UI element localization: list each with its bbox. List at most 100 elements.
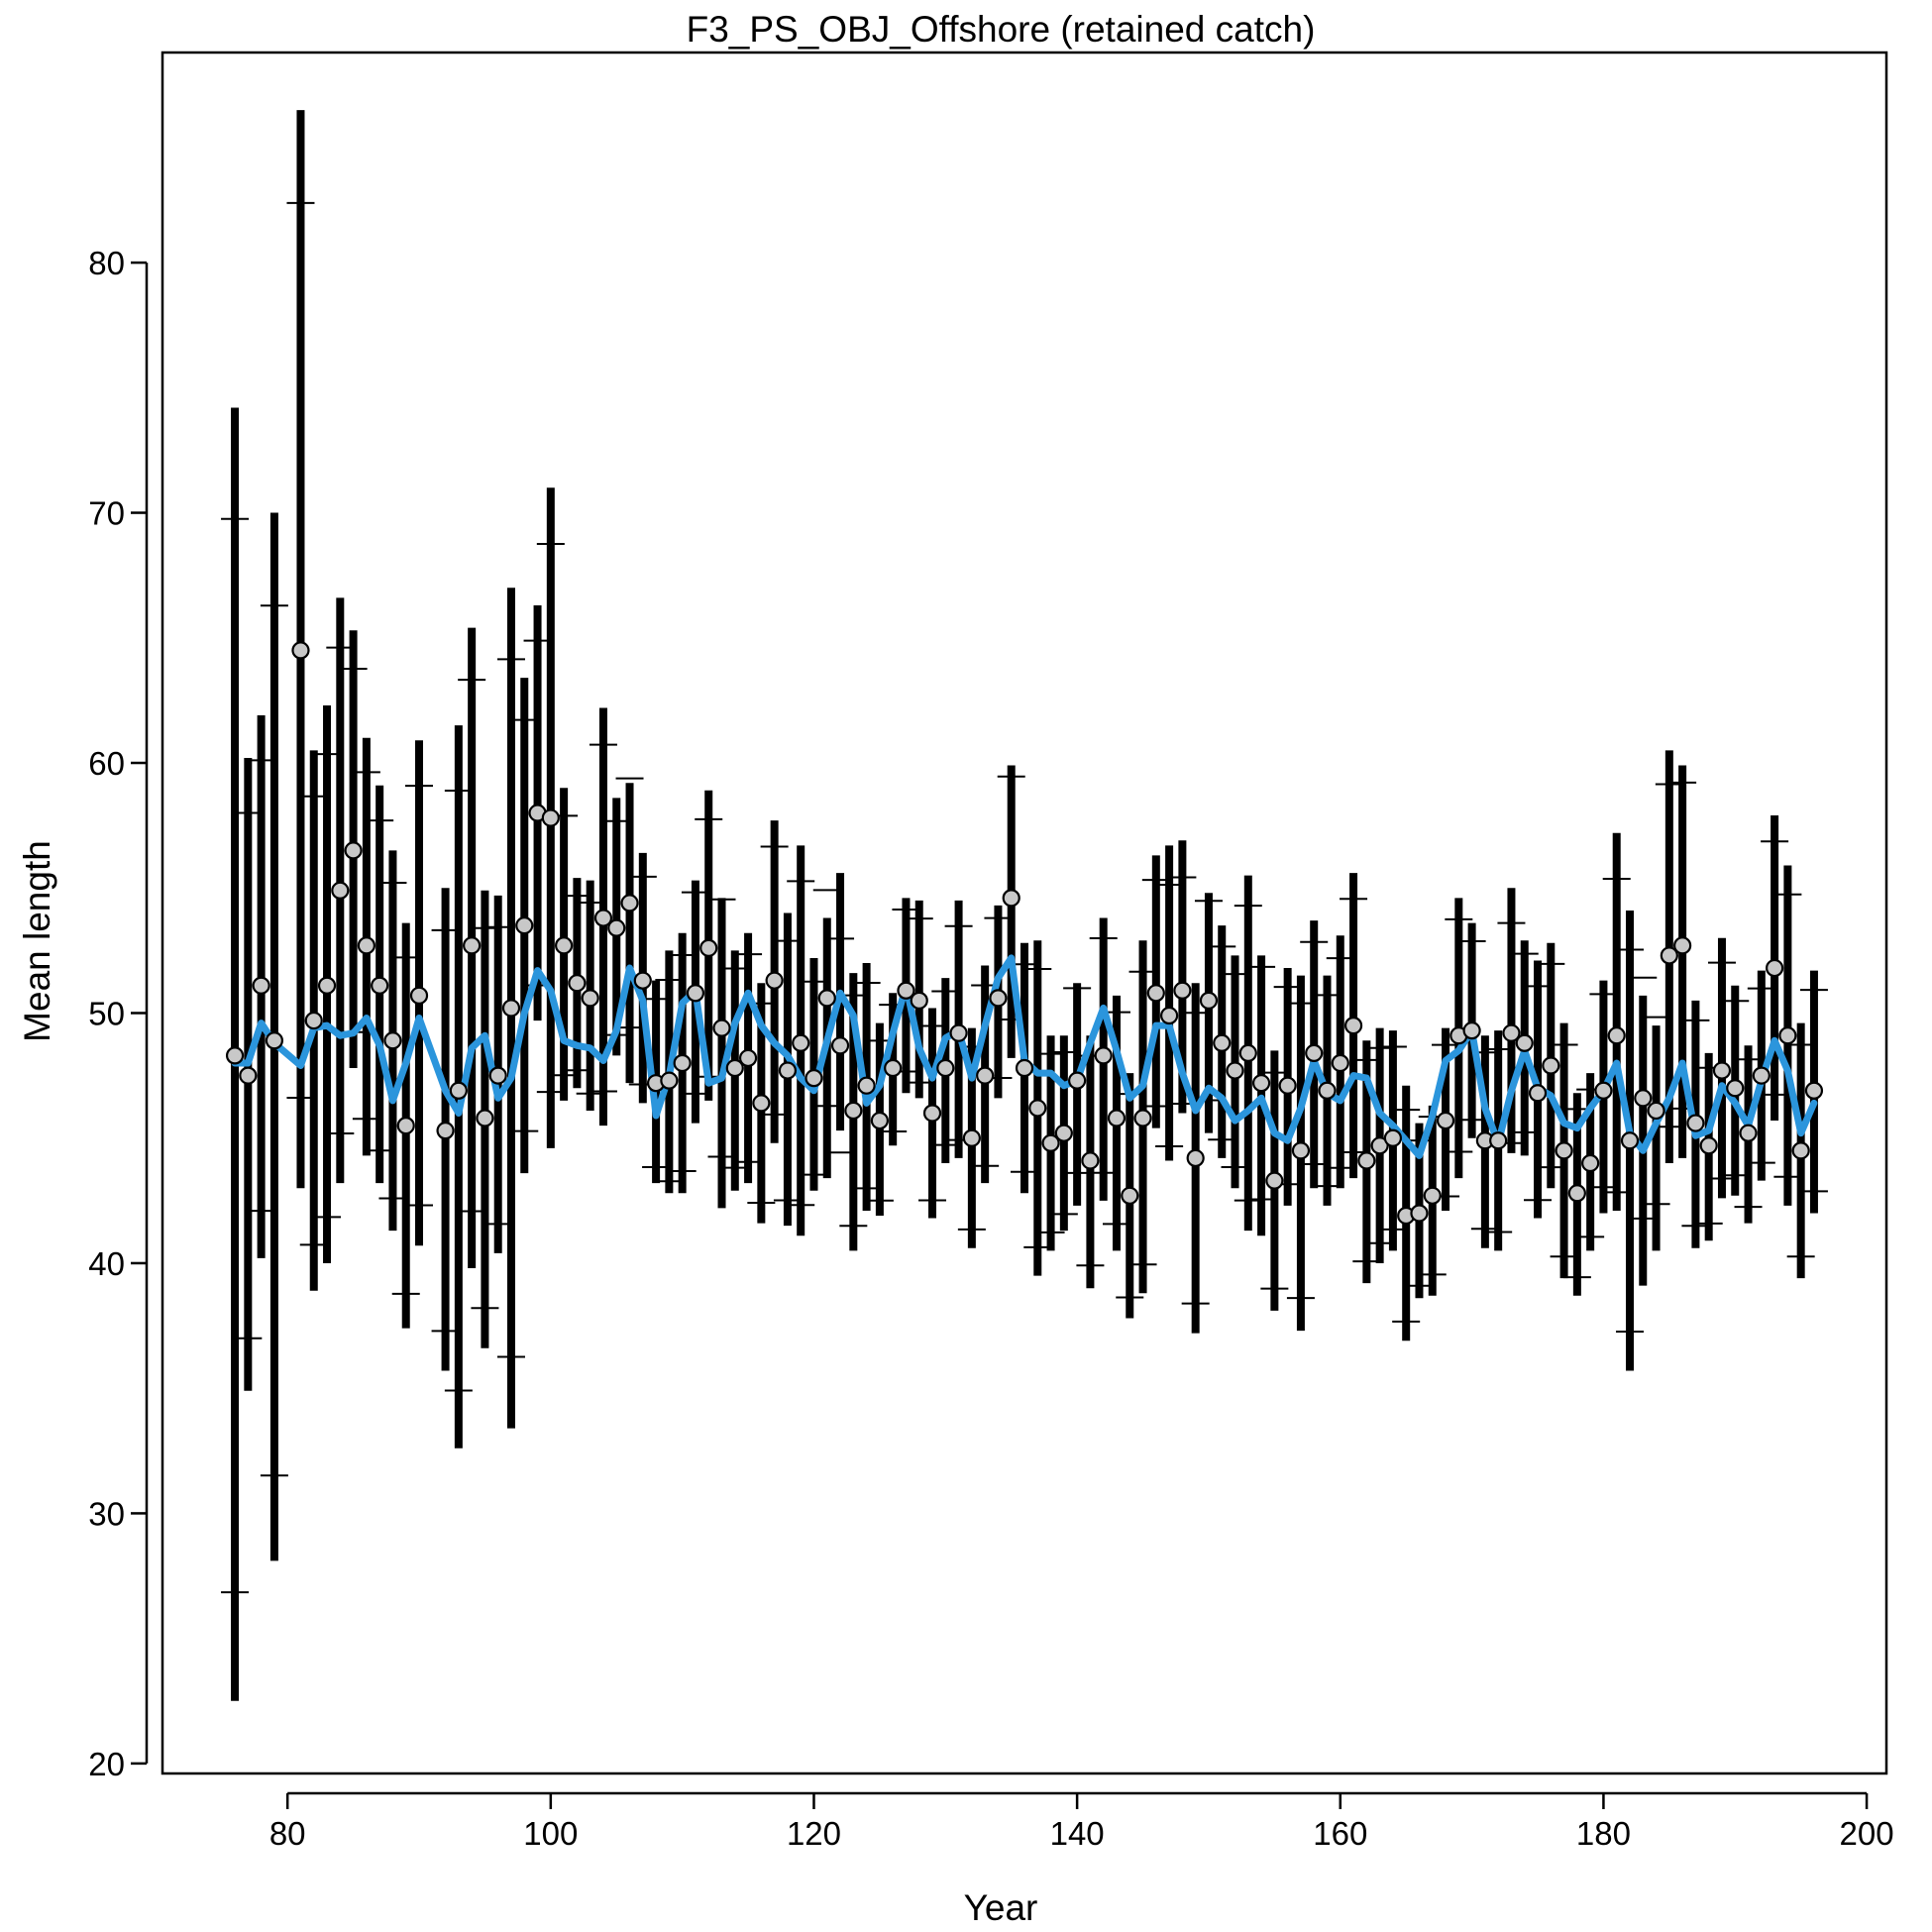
observed-point bbox=[515, 916, 534, 935]
observed-point bbox=[699, 938, 718, 957]
observed-point bbox=[922, 1104, 942, 1123]
x-axis-title: Year bbox=[964, 1887, 1038, 1928]
observed-point bbox=[1712, 1061, 1732, 1080]
observed-point bbox=[555, 936, 574, 955]
observed-point bbox=[1423, 1186, 1442, 1205]
observed-point bbox=[884, 1058, 903, 1078]
observed-point bbox=[989, 989, 1008, 1008]
observed-point bbox=[830, 1036, 850, 1055]
observed-point bbox=[712, 1019, 731, 1037]
observed-point bbox=[1489, 1131, 1508, 1150]
observed-point bbox=[581, 989, 599, 1008]
observed-point bbox=[1581, 1153, 1600, 1173]
observed-point bbox=[725, 1058, 744, 1078]
observed-point bbox=[501, 999, 521, 1018]
y-tick-label: 60 bbox=[88, 745, 125, 782]
observed-point bbox=[1594, 1081, 1613, 1100]
y-tick-label: 80 bbox=[88, 245, 125, 281]
observed-point bbox=[1370, 1136, 1389, 1155]
chart-title: F3_PS_OBJ_Offshore (retained catch) bbox=[687, 9, 1316, 50]
observed-point bbox=[304, 1011, 323, 1030]
observed-point bbox=[593, 909, 613, 927]
observed-point bbox=[383, 1031, 402, 1050]
observed-point bbox=[344, 841, 363, 860]
observed-point bbox=[660, 1071, 679, 1090]
observed-point bbox=[1462, 1021, 1481, 1040]
x-tick-label: 120 bbox=[787, 1815, 841, 1852]
observed-point bbox=[476, 1109, 494, 1127]
observed-point bbox=[738, 1048, 758, 1068]
observed-point bbox=[1660, 946, 1678, 965]
observed-point bbox=[1804, 1081, 1824, 1100]
y-tick-label: 50 bbox=[88, 995, 125, 1031]
observed-point bbox=[488, 1066, 507, 1085]
x-tick-label: 180 bbox=[1576, 1815, 1631, 1852]
observed-point bbox=[1265, 1171, 1284, 1190]
observed-point bbox=[1028, 1099, 1047, 1118]
y-axis-title: Mean length bbox=[17, 840, 57, 1042]
observed-point bbox=[317, 976, 337, 995]
y-axis: 20 30 40 50 60 70 80 bbox=[88, 245, 149, 1782]
observed-point bbox=[1186, 1148, 1205, 1168]
plot-frame bbox=[161, 51, 1888, 1775]
observed-point bbox=[1567, 1184, 1586, 1203]
observed-point bbox=[1726, 1079, 1745, 1098]
observed-point bbox=[1765, 958, 1784, 978]
x-tick-label: 200 bbox=[1840, 1815, 1894, 1852]
x-tick-label: 100 bbox=[523, 1815, 578, 1852]
observed-point bbox=[817, 989, 836, 1008]
observed-point bbox=[1502, 1023, 1521, 1042]
observed-point bbox=[1226, 1061, 1244, 1080]
observed-point bbox=[357, 936, 376, 955]
observed-point bbox=[1791, 1141, 1810, 1160]
observed-point bbox=[1739, 1124, 1758, 1142]
expected-series bbox=[231, 954, 1818, 1159]
observed-point bbox=[1238, 1043, 1257, 1062]
observed-point bbox=[1068, 1071, 1087, 1090]
observed-point bbox=[778, 1061, 798, 1080]
x-tick-label: 80 bbox=[269, 1815, 306, 1852]
observed-point bbox=[752, 1094, 771, 1113]
observed-point bbox=[252, 976, 270, 995]
observed-point bbox=[1515, 1033, 1534, 1052]
observed-point bbox=[1383, 1128, 1403, 1147]
observed-point bbox=[1752, 1066, 1771, 1085]
observed-point bbox=[371, 976, 389, 995]
observed-point bbox=[409, 986, 429, 1005]
observed-point bbox=[765, 971, 784, 990]
observed-point bbox=[607, 918, 626, 937]
observed-point bbox=[396, 1117, 415, 1135]
observed-point bbox=[1251, 1074, 1271, 1093]
observed-point bbox=[1357, 1151, 1376, 1170]
observed-point bbox=[1002, 889, 1020, 908]
x-tick-label: 160 bbox=[1313, 1815, 1367, 1852]
expected-line bbox=[231, 954, 1818, 1159]
observed-point bbox=[936, 1058, 955, 1078]
observed-point bbox=[1291, 1141, 1311, 1160]
observed-point bbox=[976, 1066, 995, 1085]
observed-point bbox=[1213, 1033, 1232, 1052]
observed-point bbox=[225, 1046, 245, 1065]
observed-point bbox=[633, 971, 652, 990]
observed-point bbox=[291, 641, 310, 660]
observed-point bbox=[1620, 1131, 1640, 1150]
y-tick-label: 40 bbox=[88, 1245, 125, 1282]
observed-point bbox=[265, 1031, 284, 1050]
observed-point bbox=[541, 808, 560, 827]
observed-point bbox=[1699, 1136, 1718, 1155]
observed-point bbox=[673, 1053, 692, 1073]
y-tick-label: 70 bbox=[88, 495, 125, 532]
observed-point bbox=[1041, 1133, 1060, 1152]
observed-point bbox=[620, 894, 639, 912]
observed-point bbox=[568, 974, 587, 993]
observed-point bbox=[449, 1081, 468, 1100]
observed-point bbox=[1107, 1109, 1127, 1127]
observed-point bbox=[910, 991, 928, 1010]
observed-point bbox=[870, 1111, 889, 1130]
observed-point bbox=[686, 984, 705, 1003]
observed-point bbox=[1081, 1151, 1100, 1170]
observed-point bbox=[463, 936, 482, 955]
observed-point bbox=[1121, 1186, 1139, 1205]
observed-point bbox=[857, 1076, 876, 1095]
observed-point bbox=[1528, 1084, 1548, 1103]
